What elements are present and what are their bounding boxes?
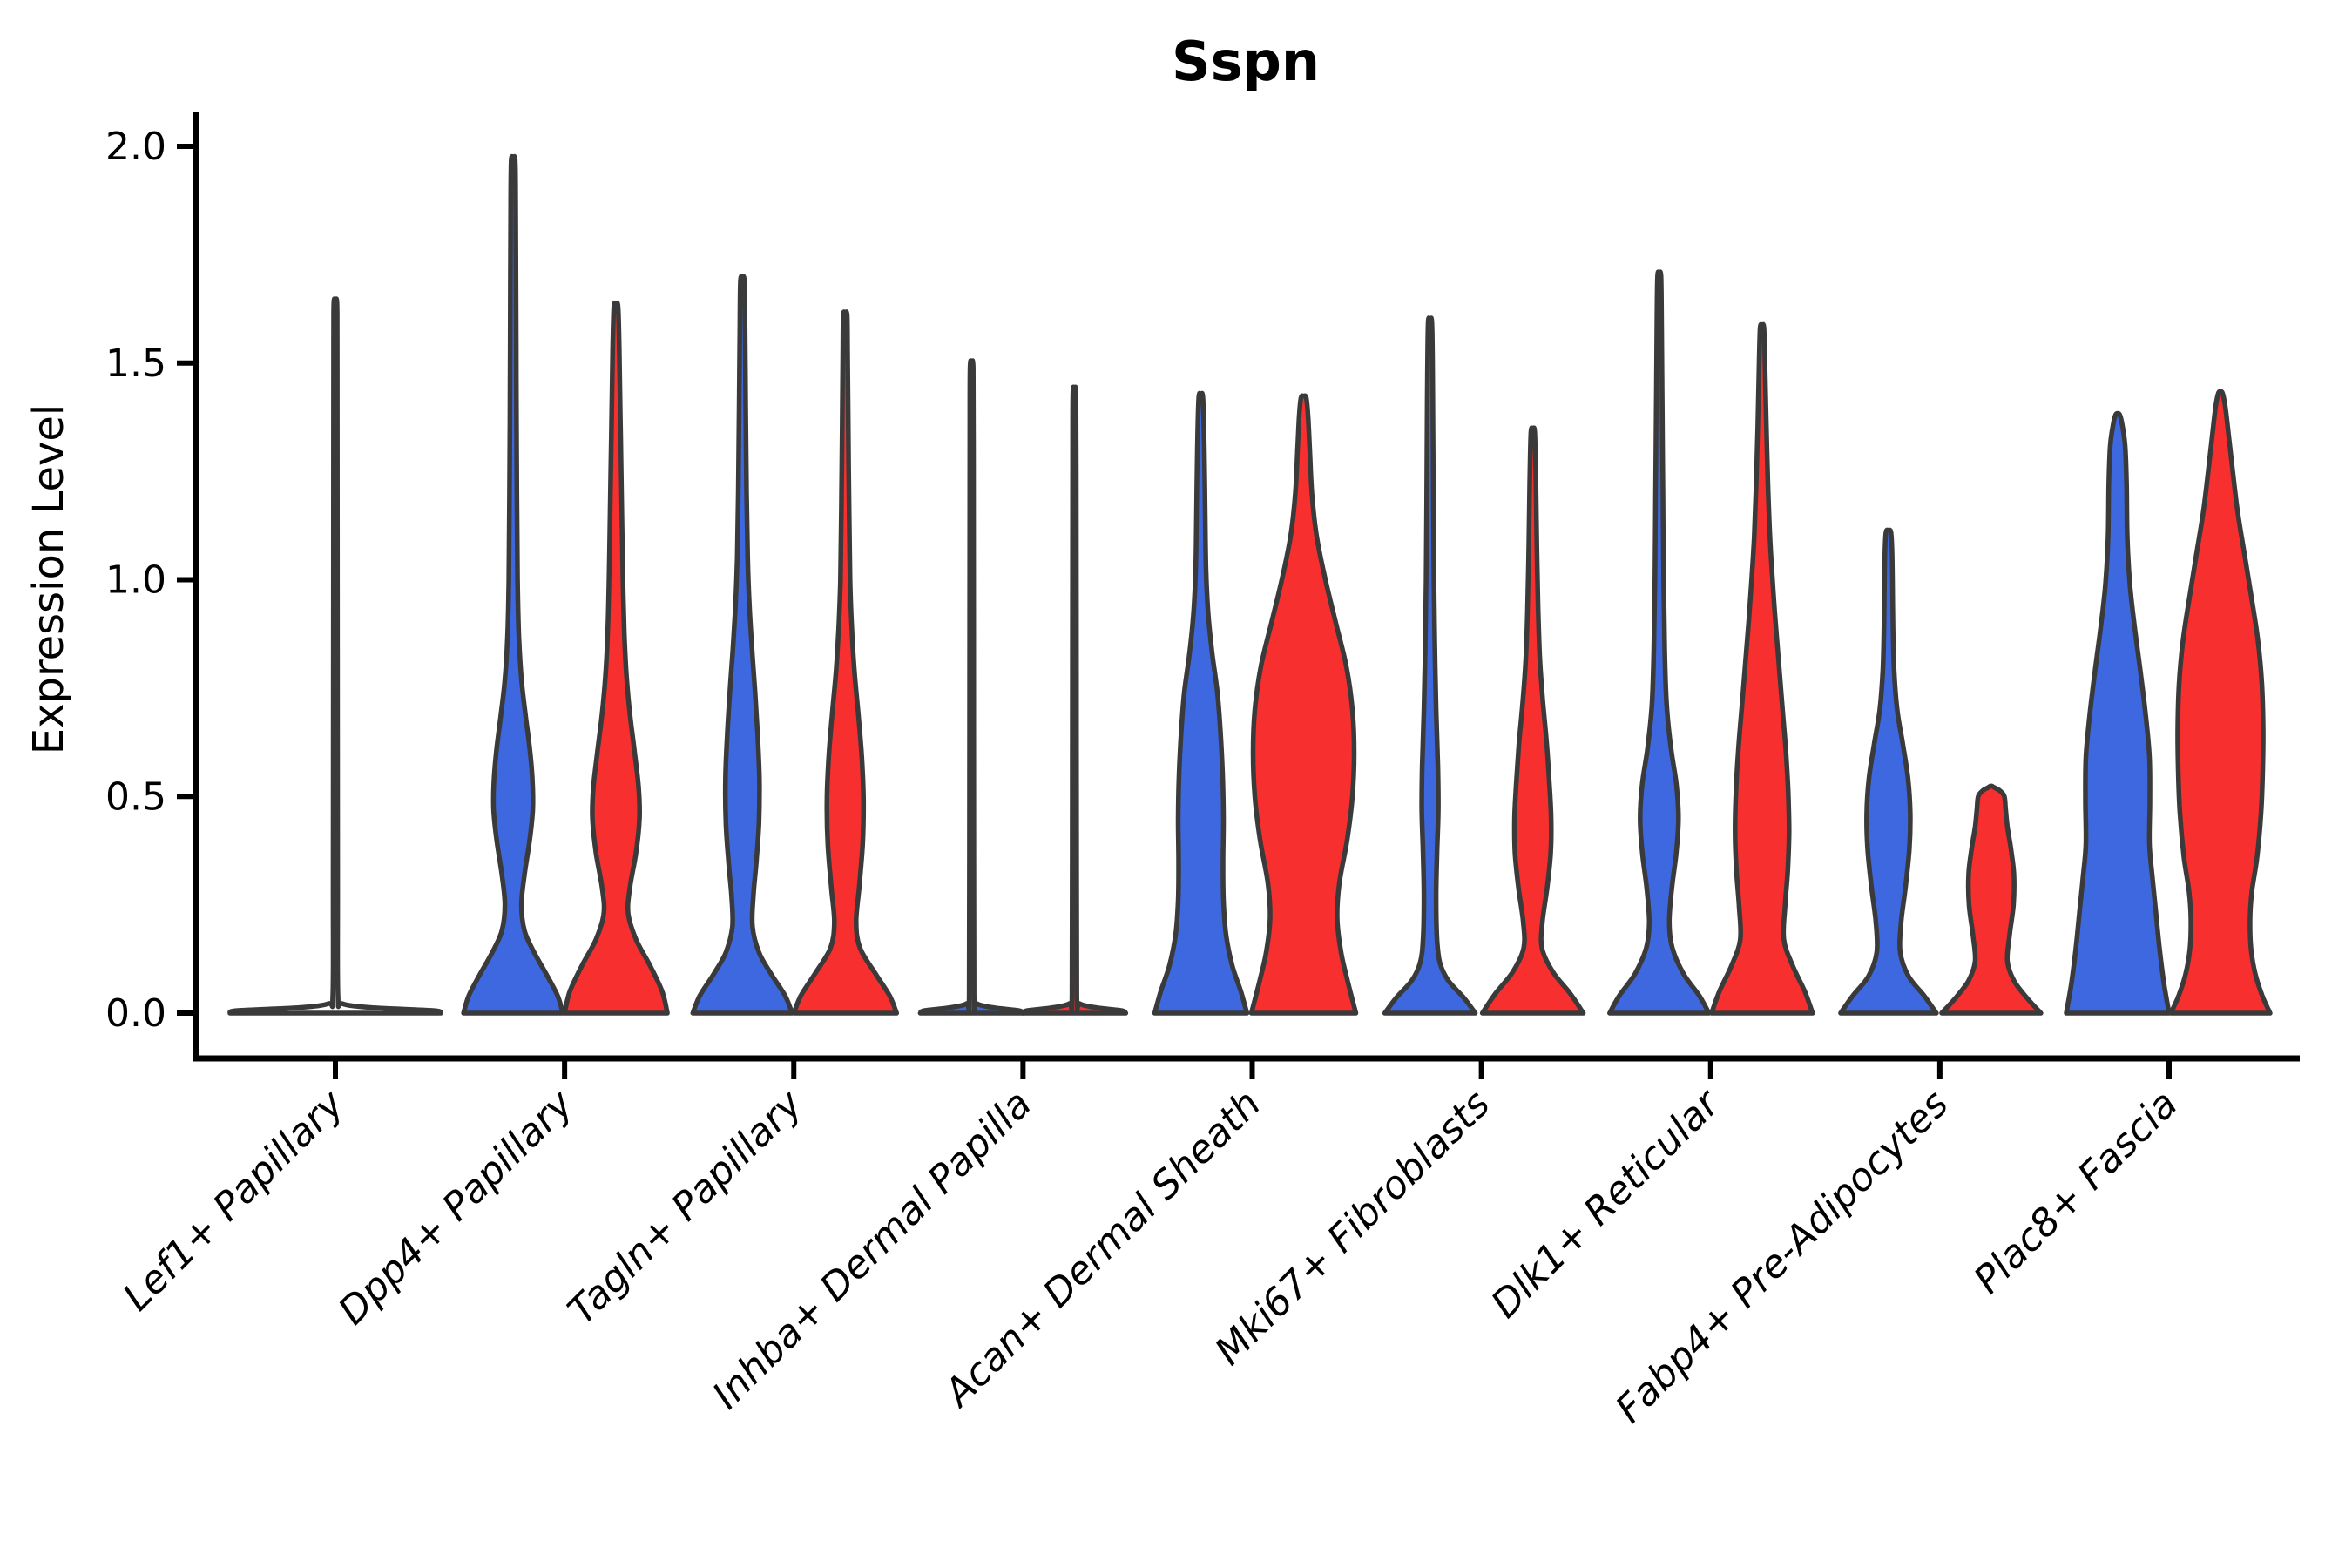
violin-tagln-papillary-right xyxy=(791,309,900,1016)
violin-inhba-dermal-papilla-right xyxy=(1020,384,1129,1016)
violin-dlk1-reticular-right xyxy=(1709,321,1815,1016)
violin-fabp4-pre-adipocytes-left xyxy=(1838,527,1939,1016)
violin-mki67-fibroblasts-left xyxy=(1382,315,1478,1016)
violin-acan-dermal-sheath-left xyxy=(1152,390,1250,1016)
violin-dpp4-papillary-right xyxy=(562,300,670,1016)
y-tick-label-1.0: 1.0 xyxy=(105,558,166,603)
violin-dpp4-papillary-left xyxy=(461,153,565,1016)
y-tick-label-0.0: 0.0 xyxy=(105,991,166,1036)
violin-inhba-dermal-papilla-left xyxy=(917,358,1026,1016)
y-axis-label: Expression Level xyxy=(24,404,73,755)
violin-dlk1-reticular-left xyxy=(1607,269,1712,1016)
violin-acan-dermal-sheath-right xyxy=(1248,393,1359,1016)
violins-layer xyxy=(227,153,2273,1016)
violin-lef1-papillary-center xyxy=(227,296,443,1016)
violin-mki67-fibroblasts-right xyxy=(1479,425,1586,1016)
violin-tagln-papillary-left xyxy=(690,274,795,1016)
axes-spines xyxy=(193,112,2300,1062)
y-tick-label-0.5: 0.5 xyxy=(105,774,166,819)
violin-plac8-fascia-left xyxy=(2064,410,2172,1016)
violin-fabp4-pre-adipocytes-right xyxy=(1939,783,2044,1016)
y-tick-label-2.0: 2.0 xyxy=(105,125,166,169)
violin-plac8-fascia-right xyxy=(2168,389,2273,1016)
chart-title: Sspn xyxy=(1172,30,1320,93)
y-tick-label-1.5: 1.5 xyxy=(105,341,166,386)
